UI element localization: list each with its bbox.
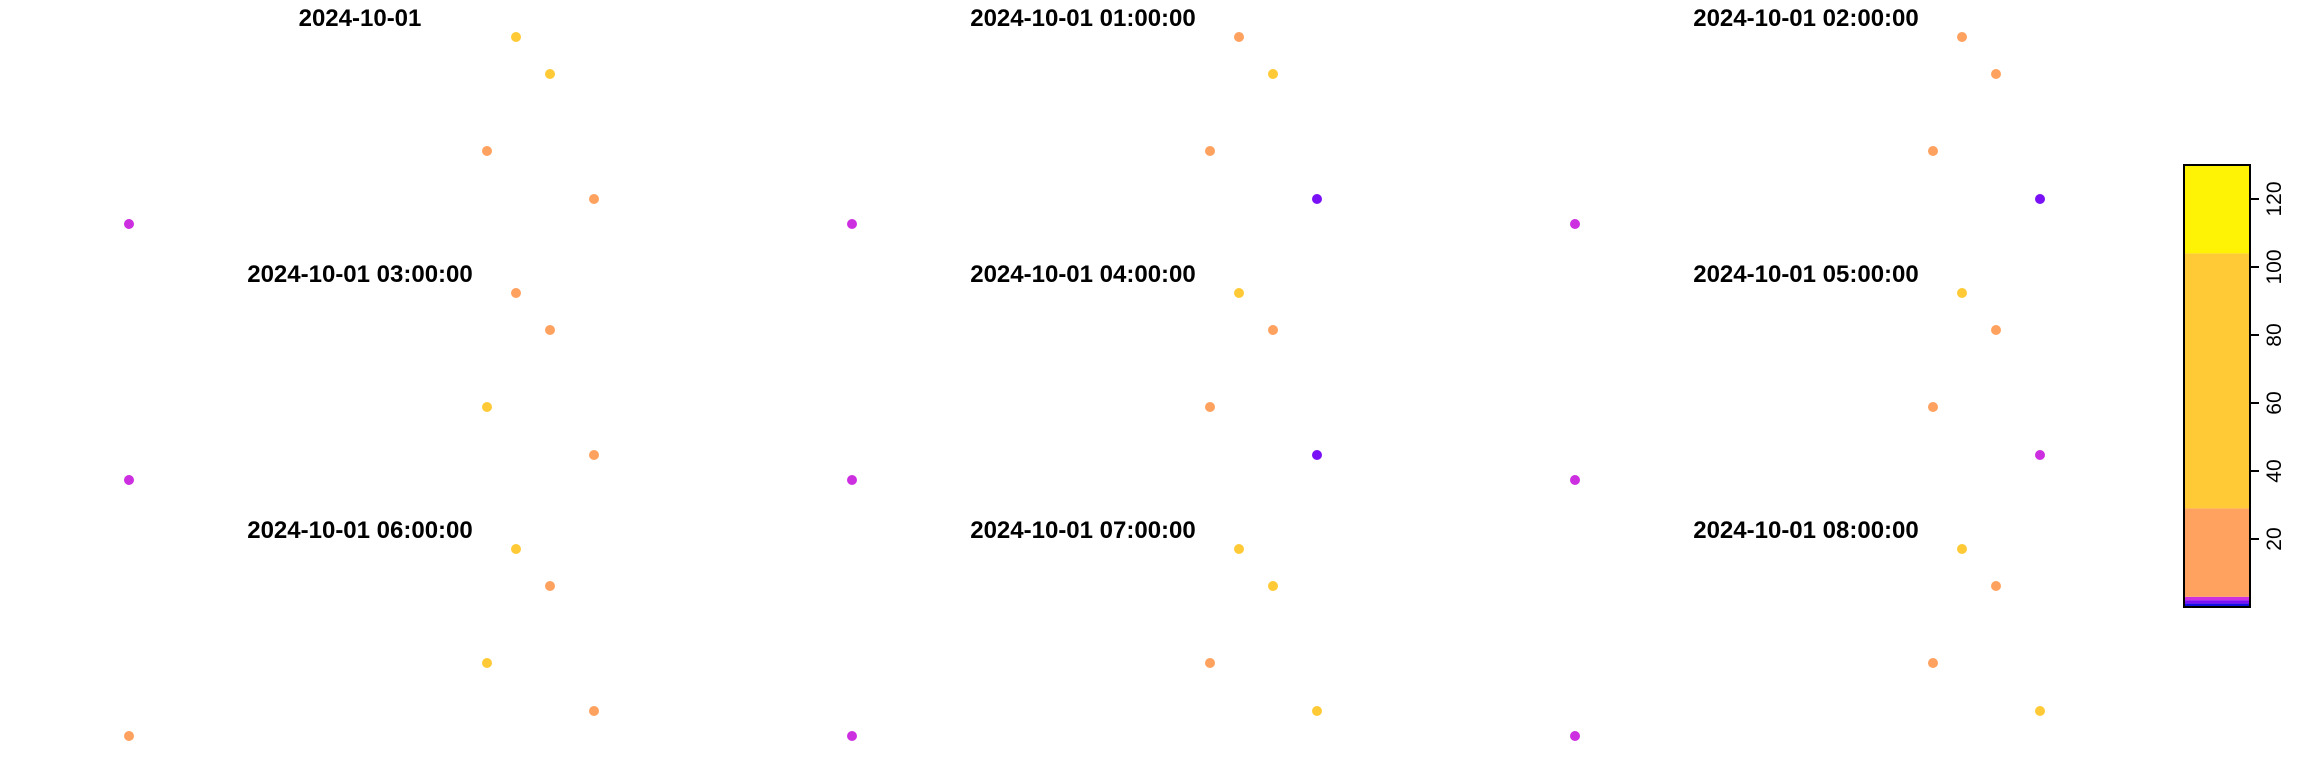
station-point — [124, 219, 134, 229]
station-point — [1570, 731, 1580, 741]
station-point — [1205, 658, 1215, 668]
station-point — [124, 475, 134, 485]
station-point — [1234, 32, 1244, 42]
station-point — [1957, 544, 1967, 554]
panel-title: 2024-10-01 07:00:00 — [970, 517, 1196, 544]
station-point — [589, 706, 599, 716]
panel-title: 2024-10-01 08:00:00 — [1693, 517, 1919, 544]
colorbar-tick-label: 40 — [2263, 459, 2286, 482]
station-point — [1991, 581, 2001, 591]
station-point — [511, 288, 521, 298]
station-point — [2035, 450, 2045, 460]
colorbar-bin — [2184, 508, 2250, 597]
station-point — [1268, 69, 1278, 79]
station-point — [1928, 402, 1938, 412]
station-point — [1312, 194, 1322, 204]
station-point — [2035, 194, 2045, 204]
station-point — [511, 544, 521, 554]
colorbar-bin — [2184, 603, 2250, 607]
panel-title: 2024-10-01 — [299, 5, 422, 32]
panel-title: 2024-10-01 06:00:00 — [247, 517, 473, 544]
station-point — [1268, 581, 1278, 591]
station-point — [1991, 69, 2001, 79]
panel-title: 2024-10-01 02:00:00 — [1693, 5, 1919, 32]
station-point — [545, 581, 555, 591]
station-point — [1957, 32, 1967, 42]
colorbar-bin — [2184, 596, 2250, 601]
colorbar-frame — [2183, 164, 2251, 608]
station-point — [1234, 288, 1244, 298]
colorbar-tick-label: 20 — [2263, 527, 2286, 550]
station-point — [545, 325, 555, 335]
station-point — [482, 658, 492, 668]
colorbar-tick-label: 120 — [2263, 181, 2286, 216]
station-point — [511, 32, 521, 42]
station-point — [1205, 146, 1215, 156]
colorbar-tick-label: 100 — [2263, 249, 2286, 284]
colorbar-bin — [2184, 165, 2250, 254]
station-point — [1570, 475, 1580, 485]
station-point — [847, 731, 857, 741]
panel-title: 2024-10-01 01:00:00 — [970, 5, 1196, 32]
station-point — [482, 402, 492, 412]
station-point — [1312, 706, 1322, 716]
station-point — [1234, 544, 1244, 554]
station-point — [1928, 146, 1938, 156]
colorbar-bin — [2184, 253, 2250, 509]
colorbar-bin — [2184, 600, 2250, 604]
station-point — [847, 219, 857, 229]
station-point — [1570, 219, 1580, 229]
station-point — [1991, 325, 2001, 335]
station-point — [589, 450, 599, 460]
station-point — [1928, 658, 1938, 668]
panel-title: 2024-10-01 04:00:00 — [970, 261, 1196, 288]
station-point — [1312, 450, 1322, 460]
station-point — [2035, 706, 2045, 716]
station-point — [1205, 402, 1215, 412]
station-point — [482, 146, 492, 156]
station-point — [545, 69, 555, 79]
station-point — [1268, 325, 1278, 335]
station-point — [1957, 288, 1967, 298]
colorbar-tick-label: 80 — [2263, 323, 2286, 346]
panel-title: 2024-10-01 05:00:00 — [1693, 261, 1919, 288]
station-point — [847, 475, 857, 485]
colorbar-tick-label: 60 — [2263, 391, 2286, 414]
station-point — [124, 731, 134, 741]
panel-title: 2024-10-01 03:00:00 — [247, 261, 473, 288]
station-point — [589, 194, 599, 204]
